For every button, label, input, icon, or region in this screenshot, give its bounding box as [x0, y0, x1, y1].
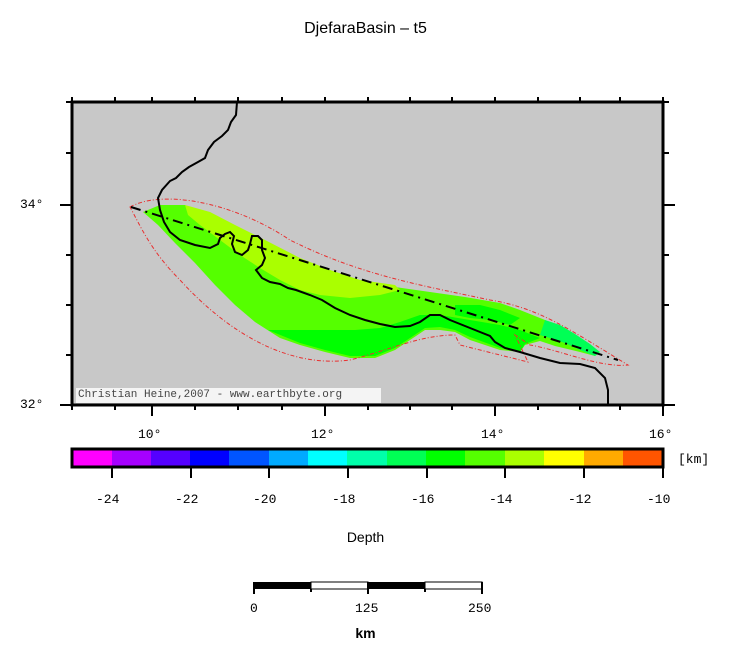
colorbar-tick-label: -10 — [647, 492, 671, 507]
depth-grid — [143, 205, 600, 358]
colorbar-tick-label: -14 — [489, 492, 513, 507]
basin-outline — [129, 198, 630, 366]
scale-bar — [253, 581, 483, 594]
scale-label: 0 — [250, 601, 258, 616]
map-title: DjefaraBasin – t5 — [304, 20, 427, 37]
credit-box — [76, 388, 381, 403]
scale-label: 250 — [468, 601, 492, 616]
colorbar-tick-label: -22 — [175, 492, 199, 507]
y-tick-label: 32° — [20, 397, 44, 412]
colorbar-tick-label: -24 — [96, 492, 120, 507]
colorbar-tick-label: -12 — [568, 492, 592, 507]
y-tick-label: 34° — [20, 197, 44, 212]
credit-text: Christian Heine,2007 - www.earthbyte.org — [78, 389, 343, 401]
colorbar — [70, 447, 665, 478]
colorbar-tick-label: -20 — [253, 492, 277, 507]
scale-unit: km — [355, 625, 376, 641]
colorbar-unit: [km] — [678, 452, 710, 467]
coastline — [156, 101, 609, 405]
colorbar-tick-label: -18 — [332, 492, 356, 507]
colorbar-title: Depth — [346, 529, 385, 545]
scale-label: 125 — [355, 601, 379, 616]
x-tick-label: 10° — [138, 427, 162, 442]
x-axis-ticks — [60, 97, 675, 416]
x-tick-label: 12° — [311, 427, 335, 442]
x-tick-label: 16° — [649, 427, 673, 442]
basin-axis-line — [130, 206, 619, 361]
map-background — [72, 102, 663, 405]
colorbar-tick-label: -16 — [411, 492, 435, 507]
x-tick-label: 14° — [481, 427, 505, 442]
